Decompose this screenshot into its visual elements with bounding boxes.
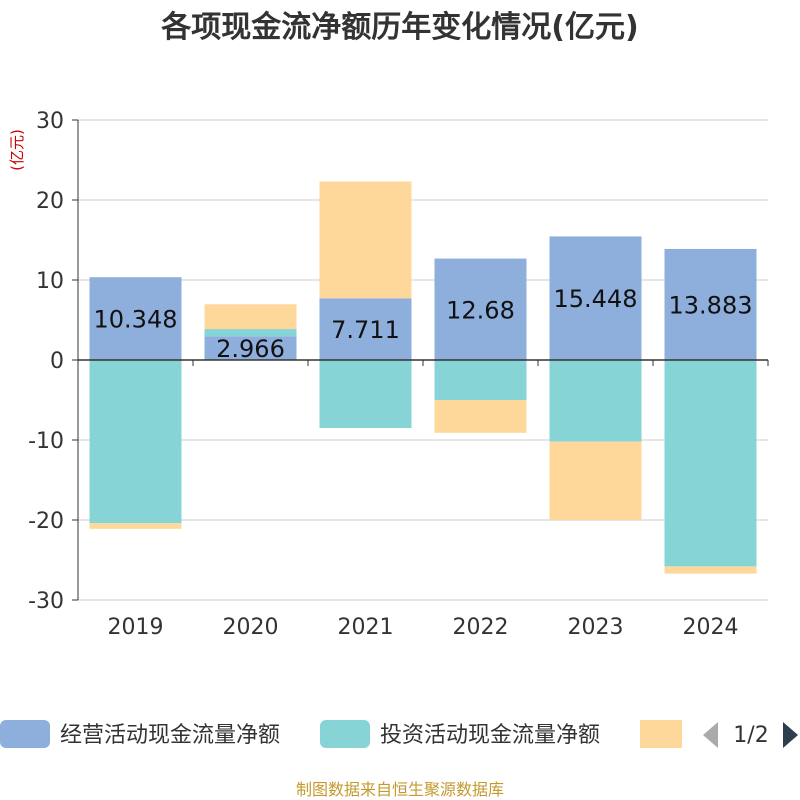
x-tick-label: 2022 (453, 615, 509, 640)
bar-investing-2020[interactable] (204, 329, 297, 337)
y-tick-label: -10 (28, 429, 64, 454)
x-tick-label: 2021 (338, 615, 394, 640)
bar-operating-2020[interactable] (204, 336, 297, 360)
bar-investing-2021[interactable] (319, 360, 412, 428)
data-label: 2.966 (216, 335, 285, 363)
legend-prev-page-icon[interactable] (703, 722, 718, 748)
x-tick-label: 2019 (108, 615, 164, 640)
bar-financing-2022[interactable] (434, 400, 527, 433)
bar-financing-2024[interactable] (664, 566, 757, 574)
y-tick-label: 20 (36, 189, 64, 214)
legend-swatch-investing[interactable] (320, 720, 370, 748)
x-tick-label: 2024 (683, 615, 739, 640)
source-note: 制图数据来自恒生聚源数据库 (296, 780, 504, 799)
bar-investing-2023[interactable] (549, 360, 642, 442)
bar-financing-2023[interactable] (549, 441, 642, 520)
y-axis-unit-label: (亿元) (8, 129, 26, 171)
data-label: 7.711 (331, 316, 400, 344)
bar-investing-2024[interactable] (664, 360, 757, 567)
bar-operating-2021[interactable] (319, 298, 412, 360)
data-label: 15.448 (554, 285, 638, 313)
legend-label-investing[interactable]: 投资活动现金流量净额 (380, 723, 600, 748)
x-tick-label: 2020 (223, 615, 279, 640)
bar-operating-2022[interactable] (434, 258, 527, 360)
chart-title: 各项现金流净额历年变化情况(亿元) (160, 10, 638, 45)
bar-operating-2019[interactable] (89, 277, 182, 360)
y-tick-label: 30 (36, 109, 64, 134)
legend-next-page-icon[interactable] (783, 722, 798, 748)
bar-financing-2020[interactable] (204, 304, 297, 330)
legend-swatch-operating[interactable] (0, 720, 50, 748)
y-tick-label: 10 (36, 269, 64, 294)
y-tick-label: 0 (50, 349, 64, 374)
x-tick-label: 2023 (568, 615, 624, 640)
legend-label-operating[interactable]: 经营活动现金流量净额 (60, 723, 280, 748)
y-tick-label: -20 (28, 509, 64, 534)
bar-investing-2022[interactable] (434, 360, 527, 400)
legend-swatch-financing[interactable] (640, 720, 682, 748)
bar-financing-2021[interactable] (319, 181, 412, 299)
legend-page-indicator: 1/2 (733, 723, 768, 748)
y-tick-label: -30 (28, 589, 64, 614)
data-label: 13.883 (669, 291, 753, 319)
bar-investing-2019[interactable] (89, 360, 182, 524)
bar-operating-2024[interactable] (664, 248, 757, 360)
data-label: 12.68 (446, 296, 515, 324)
bar-operating-2023[interactable] (549, 236, 642, 360)
bar-financing-2019[interactable] (89, 523, 182, 529)
data-label: 10.348 (94, 306, 178, 334)
